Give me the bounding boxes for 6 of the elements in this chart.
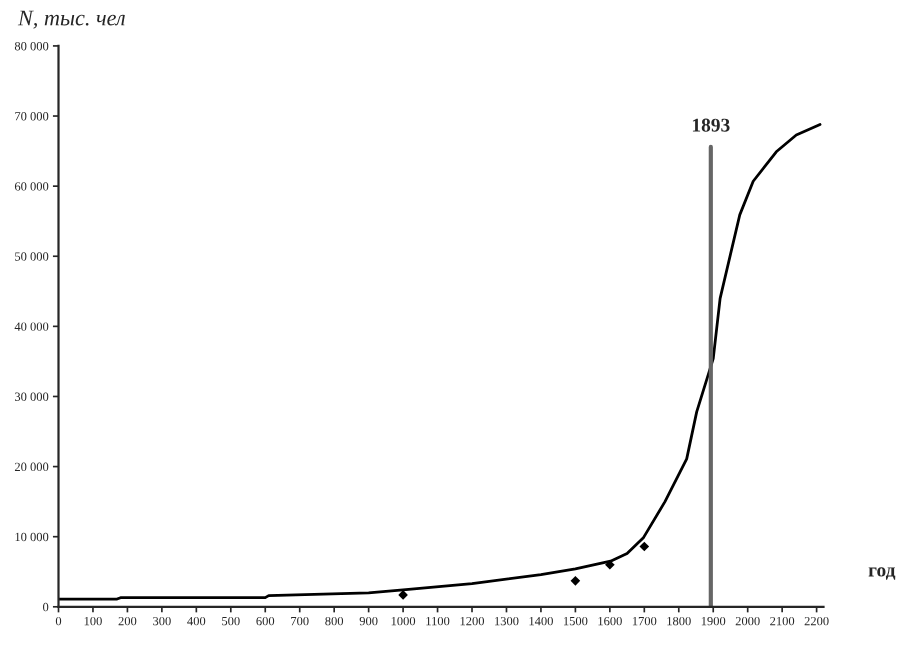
x-axis-title: год: [868, 567, 896, 580]
point: [398, 590, 408, 600]
ref-line-label: 1893: [692, 118, 730, 132]
point: [570, 576, 581, 586]
point: [639, 541, 650, 552]
y-axis-title: N, тыс. чел: [17, 10, 125, 29]
